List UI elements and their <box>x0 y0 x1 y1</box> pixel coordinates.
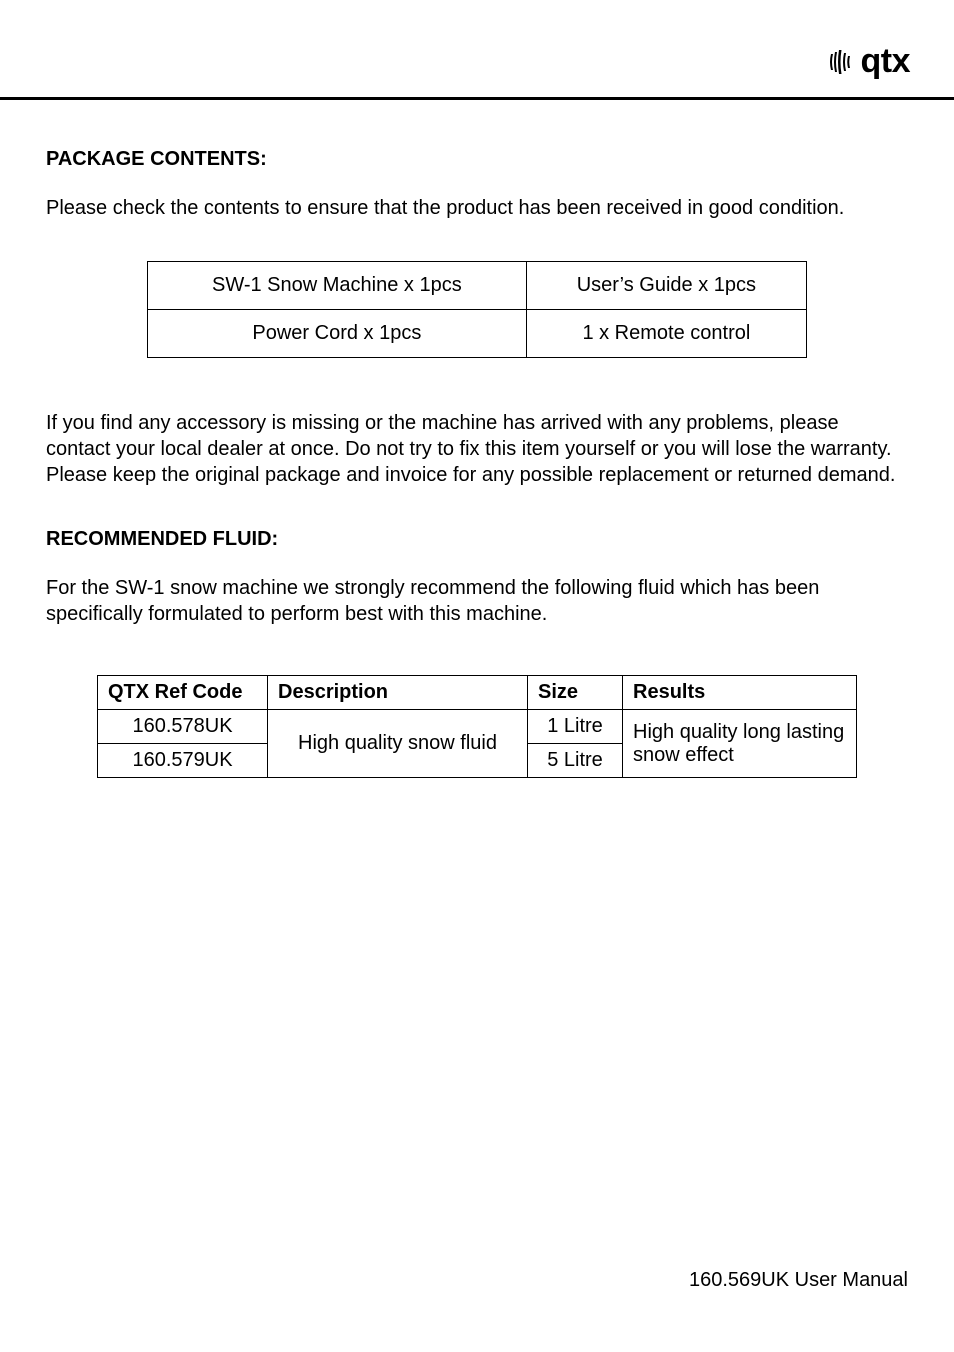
results-cell: High quality long lasting snow effect <box>623 710 857 778</box>
logo-text: qtx <box>861 42 911 81</box>
contents-cell: User’s Guide x 1pcs <box>526 262 806 310</box>
package-note-text: If you find any accessory is missing or … <box>46 410 908 488</box>
fluid-intro-text: For the SW-1 snow machine we strongly re… <box>46 575 908 627</box>
col-description: Description <box>268 676 528 710</box>
package-contents-heading: PACKAGE CONTENTS: <box>46 148 908 171</box>
table-row: Power Cord x 1pcs 1 x Remote control <box>148 310 807 358</box>
table-row: SW-1 Snow Machine x 1pcs User’s Guide x … <box>148 262 807 310</box>
col-ref-code: QTX Ref Code <box>98 676 268 710</box>
col-size: Size <box>528 676 623 710</box>
fluid-table-wrap: QTX Ref Code Description Size Results 16… <box>46 675 908 778</box>
fluid-table: QTX Ref Code Description Size Results 16… <box>97 675 857 778</box>
recommended-fluid-heading: RECOMMENDED FLUID: <box>46 528 908 551</box>
table-header-row: QTX Ref Code Description Size Results <box>98 676 857 710</box>
page-content: PACKAGE CONTENTS: Please check the conte… <box>0 100 954 778</box>
brand-logo: qtx <box>827 42 911 81</box>
size-cell: 5 Litre <box>528 744 623 778</box>
ref-code-cell: 160.579UK <box>98 744 268 778</box>
description-cell: High quality snow fluid <box>268 710 528 778</box>
table-row: 160.578UK High quality snow fluid 1 Litr… <box>98 710 857 744</box>
contents-cell: 1 x Remote control <box>526 310 806 358</box>
package-intro-text: Please check the contents to ensure that… <box>46 195 908 221</box>
page-footer: 160.569UK User Manual <box>689 1269 908 1292</box>
contents-table-wrap: SW-1 Snow Machine x 1pcs User’s Guide x … <box>46 261 908 358</box>
page: qtx PACKAGE CONTENTS: Please check the c… <box>0 0 954 1352</box>
sound-wave-icon <box>827 47 857 77</box>
contents-table: SW-1 Snow Machine x 1pcs User’s Guide x … <box>147 261 807 358</box>
contents-cell: SW-1 Snow Machine x 1pcs <box>148 262 527 310</box>
ref-code-cell: 160.578UK <box>98 710 268 744</box>
size-cell: 1 Litre <box>528 710 623 744</box>
col-results: Results <box>623 676 857 710</box>
contents-cell: Power Cord x 1pcs <box>148 310 527 358</box>
page-header: qtx <box>0 0 954 100</box>
